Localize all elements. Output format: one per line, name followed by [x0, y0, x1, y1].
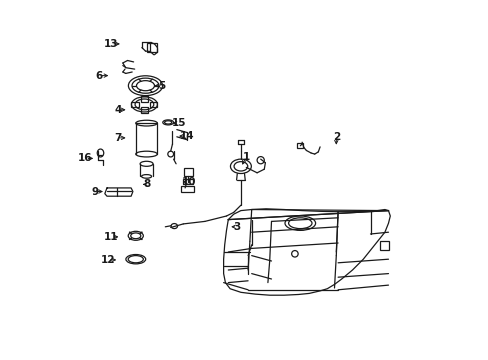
Text: 4: 4: [114, 105, 121, 115]
Bar: [131, 102, 139, 107]
Text: 14: 14: [179, 131, 194, 141]
Bar: [296, 143, 303, 148]
Text: 9: 9: [91, 186, 99, 197]
Text: 10: 10: [181, 177, 196, 187]
Bar: [183, 168, 193, 176]
Text: 13: 13: [104, 39, 118, 49]
Text: 12: 12: [100, 255, 115, 265]
Text: 11: 11: [104, 232, 118, 242]
Text: 15: 15: [171, 118, 186, 128]
Text: 7: 7: [114, 133, 121, 143]
Text: 5: 5: [158, 81, 165, 91]
Text: 1: 1: [242, 152, 249, 162]
Bar: [181, 186, 194, 192]
Text: 8: 8: [143, 179, 151, 189]
Bar: [141, 96, 148, 102]
Bar: [141, 107, 148, 113]
Bar: [183, 179, 193, 184]
Text: 6: 6: [95, 71, 102, 81]
Text: 3: 3: [233, 222, 241, 232]
Text: 2: 2: [332, 132, 339, 142]
Bar: [379, 241, 387, 250]
Text: 16: 16: [78, 153, 92, 163]
Bar: [150, 102, 157, 107]
Bar: [147, 43, 157, 52]
